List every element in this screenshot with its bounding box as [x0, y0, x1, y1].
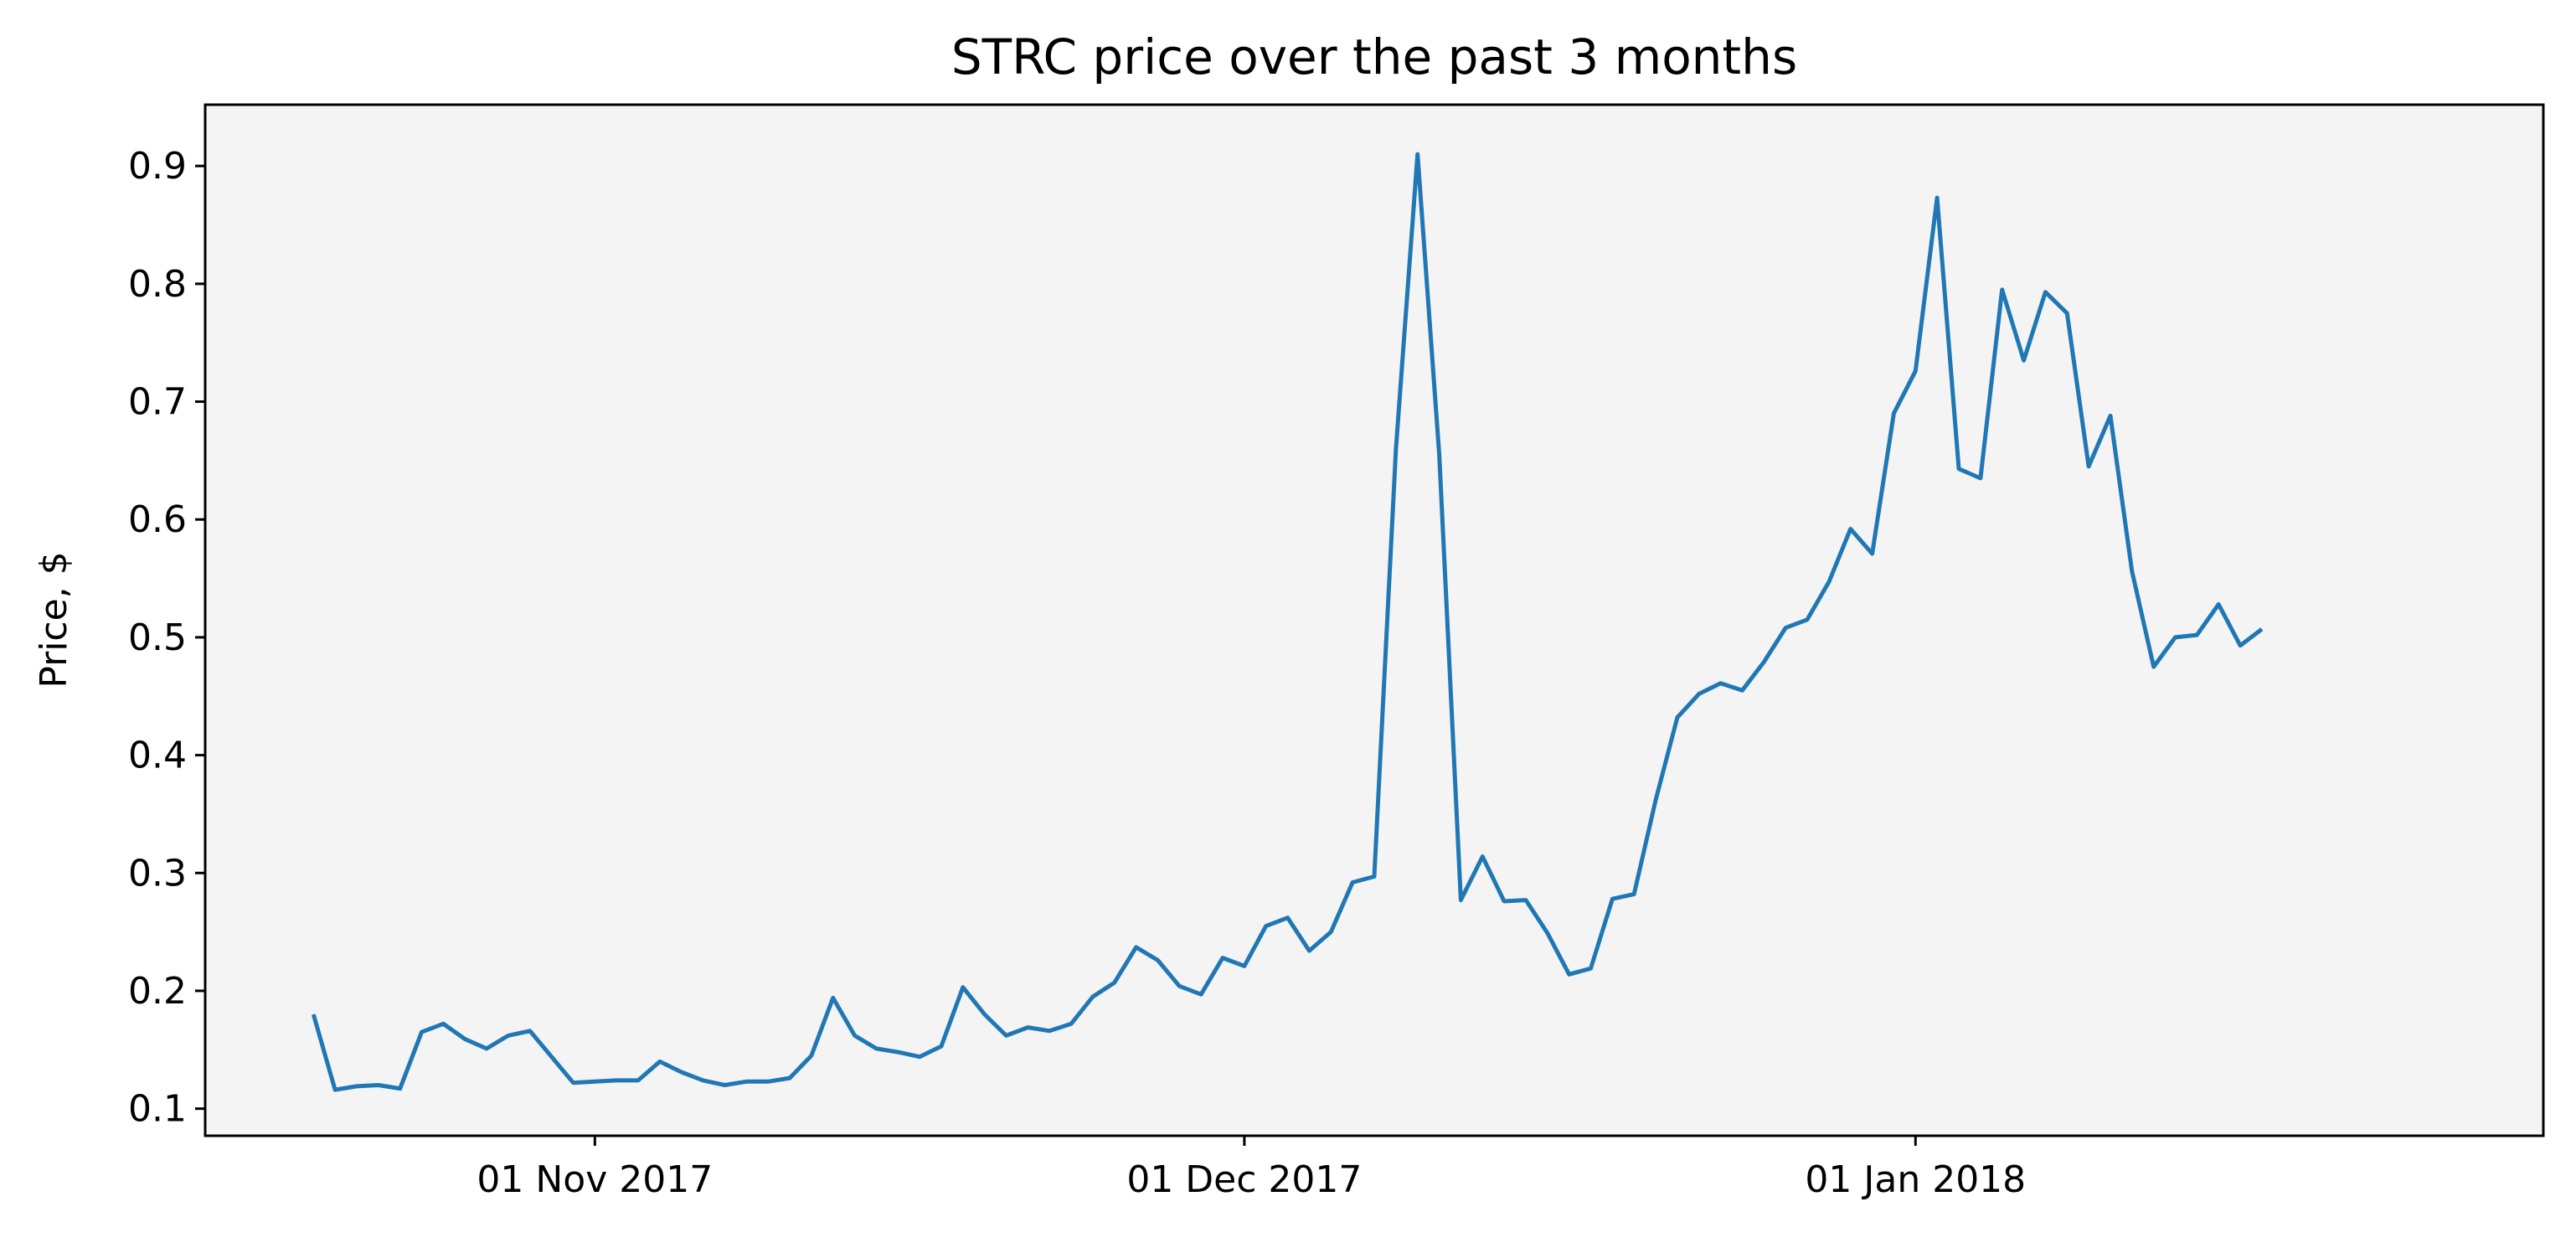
- plot-background: [205, 105, 2543, 1136]
- series-layer: [311, 152, 2264, 1092]
- x-tick-label: 01 Nov 2017: [477, 1158, 713, 1201]
- y-axis-label: Price, $: [33, 551, 75, 688]
- x-tick-label: 01 Dec 2017: [1126, 1158, 1362, 1201]
- x-axis-ticks: 01 Nov 2017 01 Dec 2017 01 Jan 2018: [477, 1136, 2026, 1201]
- y-tick-label: 0.1: [128, 1088, 187, 1131]
- y-tick-label: 0.8: [128, 263, 187, 306]
- y-tick-label: 0.3: [128, 852, 187, 895]
- plot-frame: [204, 103, 2545, 1137]
- x-tick-label: 01 Jan 2018: [1805, 1158, 2026, 1201]
- chart-title: STRC price over the past 3 months: [951, 28, 1797, 85]
- y-tick-label: 0.9: [128, 145, 187, 188]
- y-tick-label: 0.6: [128, 498, 187, 541]
- y-tick-label: 0.4: [128, 735, 187, 777]
- series-line-0: [311, 152, 2264, 1092]
- y-tick-label: 0.5: [128, 616, 187, 659]
- y-axis-ticks: 0.1 0.2 0.3 0.4 0.5 0.6 0.7 0.8 0.9: [128, 145, 205, 1131]
- y-tick-label: 0.2: [128, 970, 187, 1013]
- y-tick-label: 0.7: [128, 381, 187, 424]
